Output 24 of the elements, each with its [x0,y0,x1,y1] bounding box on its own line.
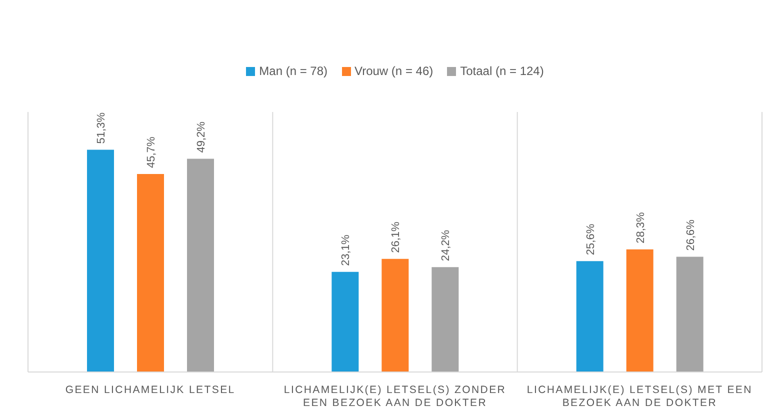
bar [626,249,654,372]
legend-label: Vrouw (n = 46) [354,64,434,78]
x-tick-label: GEEN LICHAMELIJK LETSEL [65,384,236,396]
data-label: 26,1% [390,221,402,253]
data-label: 25,6% [584,224,597,256]
data-label: 28,3% [634,212,647,244]
bar [187,158,214,372]
data-label: 26,6% [684,219,697,251]
legend-label: Man (n = 78) [258,64,328,78]
data-label: 45,7% [146,136,158,168]
data-label: 51,3% [96,112,108,144]
bar [432,267,459,372]
data-label: 49,2% [196,121,208,153]
bar [576,261,604,372]
legend-label: Totaal (n = 124) [459,64,544,78]
data-label: 23,1% [340,234,352,266]
data-label: 24,2% [440,230,452,262]
bar [676,256,704,372]
bar [382,258,409,372]
x-tick-label: LICHAMELIJK(E) LETSEL(S) MET EEN BEZOEK AAN DE DOKTER [526,384,752,409]
bar [137,174,164,372]
bar [87,150,114,372]
bar [332,272,359,372]
x-tick-label: LICHAMELIJK(E) LETSEL(S) ZONDER EEN BEZOEK AAN DE DOKTER [284,384,506,409]
